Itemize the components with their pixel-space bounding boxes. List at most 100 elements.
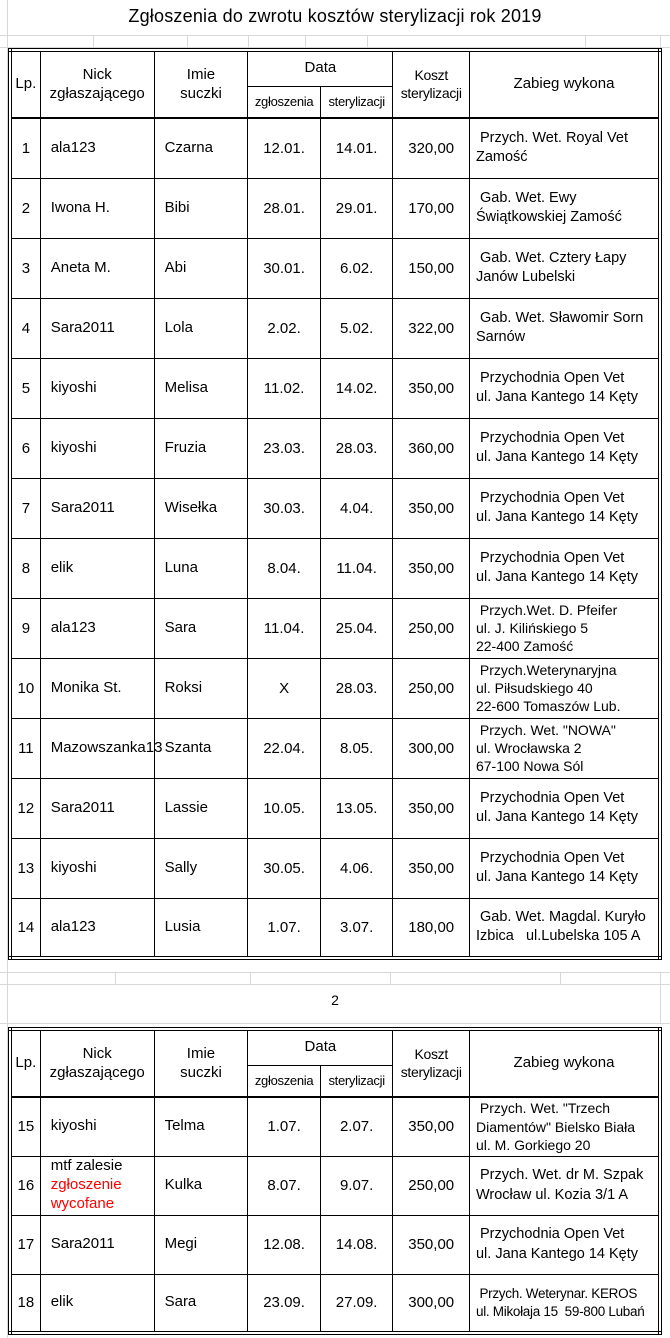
nick-cell: Mazowszanka13 — [39, 717, 163, 779]
nick-text: Mazowszanka13 — [50, 738, 163, 756]
header-lp: Lp. — [9, 1028, 41, 1098]
zabieg-cell: Przychodnia Open Vet ul. Jana Kantego 14… — [468, 777, 661, 839]
table-row: 17 Sara2011 Megi 12.08. 14.08. 350,00 Przycho… — [9, 1214, 661, 1275]
zabieg-cell: Gab. Wet. Cztery Łapy Janów Lubelski — [468, 237, 661, 299]
nick-text: elik — [50, 1293, 74, 1311]
table-row: 8 elik Luna 8.04. 11.04. 350,00 Przychodnia O… — [9, 537, 661, 599]
date-zgloszenia-cell: 30.03. — [247, 477, 321, 539]
nick-cell: ala123 — [39, 117, 155, 179]
imie-cell: Szanta — [153, 717, 249, 779]
imie-cell: Roksi — [153, 657, 249, 719]
imie-cell: Bibi — [153, 177, 249, 239]
nick-text: ala123 — [50, 138, 96, 156]
koszt-cell: 250,00 — [392, 1155, 470, 1216]
table-row: 16 mtf zalesie zgłoszenie wycofane Kulka 8.0… — [9, 1155, 661, 1216]
gridline-v — [7, 0, 8, 1338]
header-zgloszenia: zgłoszenia — [247, 1064, 321, 1098]
date-sterylizacji-cell: 9.07. — [319, 1155, 394, 1216]
gridline-tick — [390, 972, 391, 984]
header-sterylizacji: sterylizacji — [319, 85, 394, 119]
table-row: 3 Aneta M. Abi 30.01. 6.02. 150,00 Gab. Wet. … — [9, 237, 661, 299]
lp-cell: 4 — [9, 297, 41, 359]
nick-cell: elik — [39, 1273, 155, 1334]
page-title: Zgłoszenia do zwrotu kosztów sterylizacj… — [128, 6, 542, 26]
gridline-tick — [305, 35, 306, 47]
table-row: 13 kiyoshi Sally 30.05. 4.06. 350,00 Przychod… — [9, 837, 661, 899]
zabieg-cell: Gab. Wet. Ewy Świątkowskiej Zamość — [468, 177, 661, 239]
lp-cell: 18 — [9, 1273, 41, 1334]
gridline-h — [0, 47, 670, 48]
koszt-cell: 180,00 — [392, 897, 470, 959]
gridline-h — [0, 972, 670, 973]
nick-text: Aneta M. — [50, 258, 111, 276]
koszt-cell: 150,00 — [392, 237, 470, 299]
table-body: 1 ala123 Czarna 12.01. 14.01. 320,00 Przych. … — [9, 117, 661, 959]
nick-cell: kiyoshi — [39, 1096, 155, 1157]
lp-cell: 9 — [9, 597, 41, 659]
gridline-tick — [560, 972, 561, 984]
header-zabieg: Zabieg wykona — [468, 1028, 661, 1098]
header-row: Lp. Nick zgłaszającego Imie suczki Data … — [9, 49, 661, 119]
nick-text: kiyoshi — [50, 1117, 97, 1135]
zabieg-cell: Przych. Wet. dr M. Szpak Wrocław ul. Koz… — [468, 1155, 661, 1216]
date-sterylizacji-cell: 6.02. — [319, 237, 394, 299]
lp-cell: 17 — [9, 1214, 41, 1275]
header-nick: Nick zgłaszającego — [39, 1028, 155, 1098]
date-zgloszenia-cell: 1.07. — [247, 897, 321, 959]
imie-cell: Fruzia — [153, 417, 249, 479]
nick-text: ala123 — [50, 917, 96, 935]
lp-cell: 13 — [9, 837, 41, 899]
table-row: 11 Mazowszanka13 Szanta 22.04. 8.05. 300,00 P… — [9, 717, 661, 779]
imie-cell: Sara — [153, 597, 249, 659]
zabieg-cell: Przych.Weterynaryjna ul. Piłsudskiego 40… — [468, 657, 661, 719]
koszt-cell: 350,00 — [392, 357, 470, 419]
header-lp: Lp. — [9, 49, 41, 119]
nick-cell: elik — [39, 537, 155, 599]
nick-cell: mtf zalesie zgłoszenie wycofane — [39, 1155, 155, 1216]
imie-cell: Sara — [153, 1273, 249, 1334]
imie-cell: Melisa — [153, 357, 249, 419]
gridline-tick — [585, 35, 586, 47]
table-row: 4 Sara2011 Lola 2.02. 5.02. 322,00 Gab. Wet. … — [9, 297, 661, 359]
gridline-tick — [660, 35, 661, 47]
gridline-tick — [93, 35, 94, 47]
nick-text: elik — [50, 558, 74, 576]
imie-cell: Lola — [153, 297, 249, 359]
date-zgloszenia-cell: 11.02. — [247, 357, 321, 419]
date-sterylizacji-cell: 11.04. — [319, 537, 394, 599]
imie-cell: Wisełka — [153, 477, 249, 539]
nick-cell: kiyoshi — [39, 837, 155, 899]
nick-text: Iwona H. — [50, 198, 110, 216]
gridline-tick — [367, 35, 368, 47]
table-row: 1 ala123 Czarna 12.01. 14.01. 320,00 Przych. … — [9, 117, 661, 179]
lp-cell: 11 — [9, 717, 41, 779]
nick-cell: kiyoshi — [39, 417, 155, 479]
nick-text: mtf zalesie — [50, 1157, 123, 1175]
table-row: 7 Sara2011 Wisełka 30.03. 4.04. 350,00 Przych… — [9, 477, 661, 539]
gridline-tick — [250, 972, 251, 984]
table-row: 14 ala123 Lusia 1.07. 3.07. 180,00 Gab. Wet. … — [9, 897, 661, 959]
imie-cell: Abi — [153, 237, 249, 299]
header-koszt: Koszt sterylizacji — [392, 1028, 470, 1098]
zabieg-cell: Przych.Wet. D. Pfeifer ul. J. Kilińskieg… — [468, 597, 661, 659]
table-page-1: Lp. Nick zgłaszającego Imie suczki Data … — [8, 48, 662, 960]
table-row: 6 kiyoshi Fruzia 23.03. 28.03. 360,00 Przycho… — [9, 417, 661, 479]
nick-cell: kiyoshi — [39, 357, 155, 419]
date-sterylizacji-cell: 28.03. — [319, 657, 394, 719]
lp-cell: 10 — [9, 657, 41, 719]
date-zgloszenia-cell: 22.04. — [247, 717, 321, 779]
date-zgloszenia-cell: 2.02. — [247, 297, 321, 359]
date-zgloszenia-cell: 23.03. — [247, 417, 321, 479]
imie-cell: Megi — [153, 1214, 249, 1275]
date-sterylizacji-cell: 27.09. — [319, 1273, 394, 1334]
nick-cell: Sara2011 — [39, 477, 155, 539]
nick-cell: Iwona H. — [39, 177, 155, 239]
nick-text: Monika St. — [50, 678, 122, 696]
imie-cell: Kulka — [153, 1155, 249, 1216]
lp-cell: 1 — [9, 117, 41, 179]
gridline-tick — [248, 35, 249, 47]
imie-cell: Czarna — [153, 117, 249, 179]
koszt-cell: 300,00 — [392, 717, 470, 779]
table-row: 12 Sara2011 Lassie 10.05. 13.05. 350,00 Przyc… — [9, 777, 661, 839]
